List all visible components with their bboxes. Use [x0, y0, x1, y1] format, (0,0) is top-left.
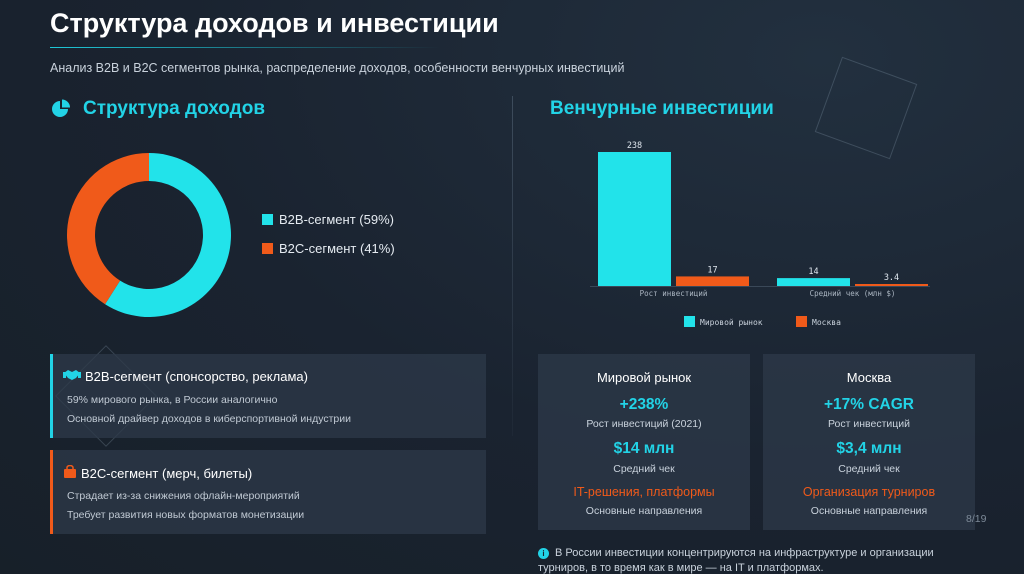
- b2c-card-title: B2C-сегмент (мерч, билеты): [81, 466, 253, 481]
- check-label: Средний чек: [613, 463, 675, 475]
- legend-label: Мировой рынок: [700, 318, 763, 327]
- legend-label: B2C-сегмент (41%): [279, 241, 395, 256]
- bar-world: [777, 278, 850, 286]
- b2c-card-line: Страдает из-за снижения офлайн-мероприят…: [67, 490, 300, 502]
- stat-card-title: Мировой рынок: [596, 370, 692, 385]
- donut-slice-b2b: [105, 153, 231, 317]
- b2c-card-line: Требует развития новых форматов монетиза…: [67, 509, 305, 521]
- stat-card-title: Москва: [846, 370, 892, 385]
- shopping-bag-icon: [64, 465, 76, 478]
- bar-moscow: [855, 284, 928, 286]
- info-note-text: В России инвестиции концентрируются на и…: [538, 547, 934, 574]
- direction-label: Основные направления: [585, 505, 703, 517]
- bar-value-label: 3.4: [884, 273, 899, 283]
- bar-moscow: [676, 276, 749, 286]
- b2c-segment-card: B2C-сегмент (мерч, билеты) Страдает из-з…: [50, 450, 486, 534]
- legend-label: Москва: [812, 318, 841, 327]
- title-underline: [50, 47, 440, 48]
- check-value: $14 млн: [613, 440, 675, 457]
- b2b-card-line: 59% мирового рынка, в России аналогично: [67, 394, 278, 406]
- growth-label: Рост инвестиций: [828, 418, 910, 430]
- donut-slice-b2c: [67, 153, 149, 305]
- direction-value: Организация турниров: [802, 485, 936, 499]
- legend-label: B2B-сегмент (59%): [279, 212, 394, 227]
- legend-item-b2b: B2B-сегмент (59%): [262, 212, 394, 227]
- check-label: Средний чек: [838, 463, 900, 475]
- pie-chart-icon: [52, 99, 70, 117]
- growth-value: +17% CAGR: [823, 396, 915, 413]
- section-divider: [512, 96, 513, 436]
- check-value: $3,4 млн: [836, 440, 902, 457]
- income-section-title: Структура доходов: [83, 98, 265, 119]
- venture-section-title: Венчурные инвестиции: [550, 98, 774, 119]
- page-title: Структура доходов и инвестиции: [50, 8, 499, 38]
- direction-label: Основные направления: [810, 505, 928, 517]
- growth-value: +238%: [619, 396, 669, 413]
- bar-world: [598, 152, 671, 286]
- legend-swatch: [262, 243, 273, 254]
- x-tick-label: Рост инвестиций: [640, 289, 708, 298]
- b2b-segment-card: B2B-сегмент (спонсорство, реклама) 59% м…: [50, 354, 486, 438]
- bar-value-label: 14: [808, 267, 818, 277]
- income-donut-chart: [67, 153, 231, 317]
- legend-swatch: [262, 214, 273, 225]
- legend-swatch: [796, 316, 807, 327]
- b2b-card-header: B2B-сегмент (спонсорство, реклама): [63, 369, 308, 384]
- bar-value-label: 17: [707, 265, 717, 275]
- page-subtitle: Анализ B2B и B2C сегментов рынка, распре…: [50, 61, 625, 75]
- b2b-card-title: B2B-сегмент (спонсорство, реклама): [85, 369, 308, 384]
- x-tick-label: Средний чек (млн $): [810, 289, 896, 298]
- direction-value: IT-решения, платформы: [573, 485, 715, 499]
- stat-card-world: Мировой рынок +238% Рост инвестиций (202…: [538, 354, 750, 530]
- venture-bar-chart: 238 17 Рост инвестиций 14 3.4 Средний чек (мл…: [590, 141, 930, 327]
- info-icon: i: [538, 548, 549, 559]
- stat-card-moscow: Москва +17% CAGR Рост инвестиций $3,4 мл…: [763, 354, 975, 530]
- growth-label: Рост инвестиций (2021): [586, 418, 702, 430]
- legend-item-b2c: B2C-сегмент (41%): [262, 241, 395, 256]
- handshake-icon: [63, 370, 81, 380]
- page-number: 8/19: [966, 513, 987, 525]
- legend-swatch: [684, 316, 695, 327]
- b2c-card-header: B2C-сегмент (мерч, билеты): [63, 465, 252, 481]
- bar-value-label: 238: [627, 141, 642, 151]
- b2b-card-line: Основной драйвер доходов в киберспортивн…: [67, 413, 351, 425]
